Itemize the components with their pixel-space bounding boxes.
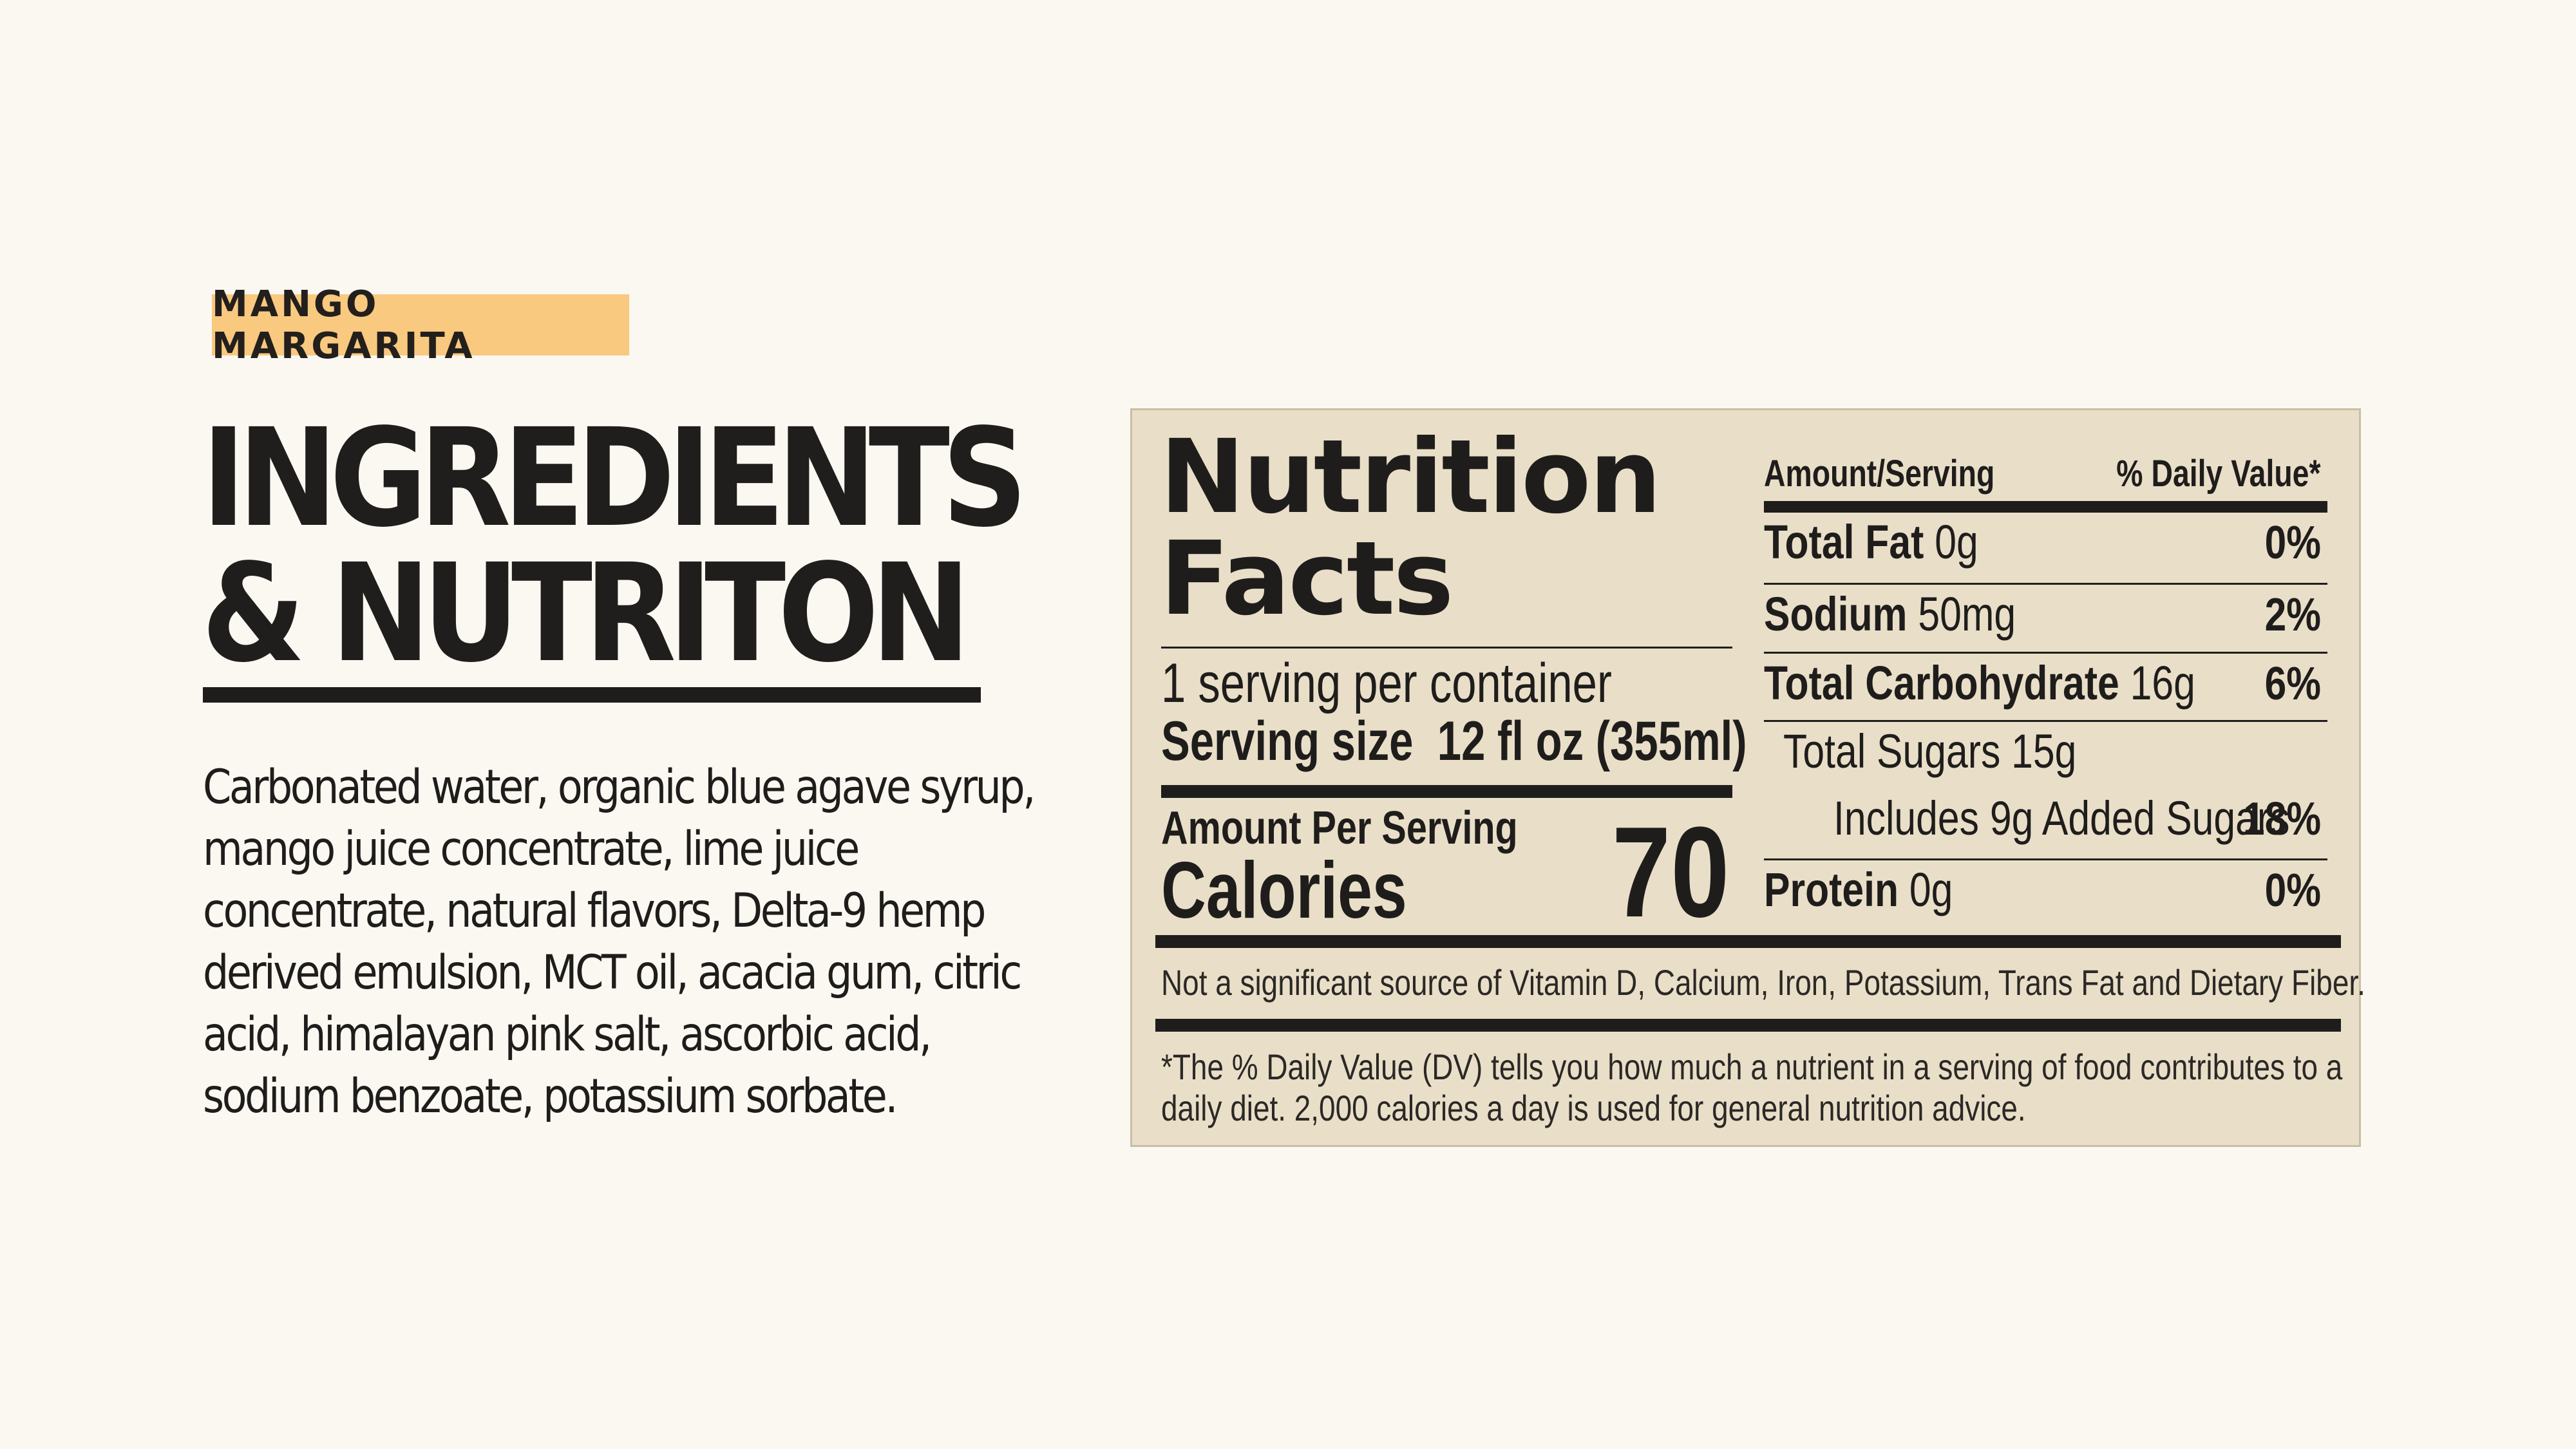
rule-row bbox=[1764, 652, 2327, 654]
title-underline bbox=[203, 687, 981, 703]
rule-thick-calories bbox=[1155, 935, 2341, 948]
rule-thick-header bbox=[1764, 501, 2327, 513]
ingredients-line: derived emulsion, MCT oil, acacia gum, c… bbox=[203, 945, 1022, 1000]
serving-size-label: Serving size bbox=[1161, 710, 1414, 772]
ingredients-line: mango juice concentrate, lime juice bbox=[203, 822, 860, 876]
flavor-badge: MANGO MARGARITA bbox=[212, 283, 629, 367]
serving-size-value: 12 fl oz (355ml) bbox=[1437, 710, 1747, 772]
ingredients-line: Carbonated water, organic blue agave syr… bbox=[203, 760, 1036, 815]
rule-row bbox=[1764, 583, 2327, 585]
not-significant-source-note: Not a significant source of Vitamin D, C… bbox=[1161, 962, 2365, 1003]
nutrient-row-total-carbohydrate: Total Carbohydrate 16g 6% bbox=[1764, 656, 2321, 710]
ingredients-line: acid, himalayan pink salt, ascorbic acid… bbox=[203, 1007, 932, 1062]
ingredients-line: sodium benzoate, potassium sorbate. bbox=[203, 1069, 898, 1124]
rule-thick-serving bbox=[1161, 785, 1732, 798]
nutrient-row-protein: Protein 0g 0% bbox=[1764, 863, 2321, 916]
servings-per-container: 1 serving per container bbox=[1161, 652, 1612, 714]
footnote-line-1: *The % Daily Value (DV) tells you how mu… bbox=[1161, 1046, 2343, 1087]
daily-value-footnote: *The % Daily Value (DV) tells you how mu… bbox=[1161, 1046, 2342, 1129]
nutrient-row-sodium: Sodium 50mg 2% bbox=[1764, 587, 2321, 641]
page-title-line-1: INGREDIENTS bbox=[202, 399, 1028, 557]
header-amount-serving: Amount/Serving bbox=[1764, 453, 1995, 495]
rule-thin-title bbox=[1161, 647, 1732, 649]
daily-value-header: Amount/Serving % Daily Value* bbox=[1764, 453, 2327, 499]
nutrition-facts-panel: Nutrition Facts 1 serving per container … bbox=[1130, 408, 2365, 1147]
nutrient-row-added-sugars: Includes 9g Added Sugars 18% bbox=[1833, 791, 2321, 845]
amount-per-serving: Amount Per Serving bbox=[1161, 802, 1518, 854]
page-title: INGREDIENTS & NUTRITON bbox=[202, 399, 1028, 692]
nutrient-row-total-sugars: Total Sugars 15g bbox=[1783, 724, 2077, 778]
nutrition-title-line-1: Nutrition bbox=[1160, 418, 1662, 536]
header-daily-value: % Daily Value* bbox=[2116, 453, 2321, 495]
ingredients-line: concentrate, natural flavors, Delta-9 he… bbox=[203, 884, 986, 938]
rule-thick-footnote bbox=[1155, 1019, 2341, 1032]
page-title-line-2: & NUTRITON bbox=[202, 535, 971, 692]
nutrient-row-total-fat: Total Fat 0g 0% bbox=[1764, 515, 2321, 569]
ingredients-list: Carbonated water, organic blue agave syr… bbox=[203, 757, 1077, 1128]
flavor-badge-label: MANGO MARGARITA bbox=[212, 283, 475, 367]
calories-value: 70 bbox=[1611, 800, 1729, 944]
calories-label: Calories bbox=[1161, 846, 1407, 935]
rule-row bbox=[1764, 720, 2327, 722]
serving-size: Serving size 12 fl oz (355ml) bbox=[1161, 710, 1912, 773]
nutrition-title-line-2: Facts bbox=[1160, 520, 1454, 638]
rule-row bbox=[1764, 858, 2327, 860]
footnote-line-2: daily diet. 2,000 calories a day is used… bbox=[1161, 1088, 2026, 1128]
nutrition-facts-title: Nutrition Facts bbox=[1160, 418, 1662, 638]
